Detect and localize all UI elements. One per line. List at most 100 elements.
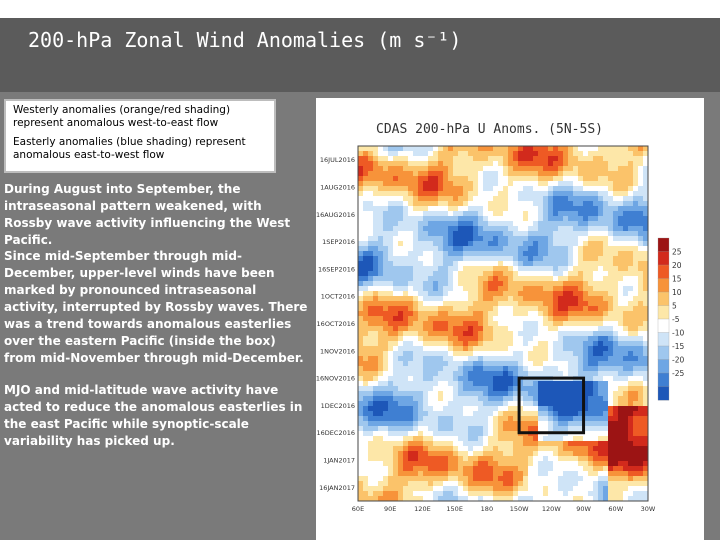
anomaly-cell <box>468 181 474 187</box>
anomaly-cell <box>528 231 534 237</box>
anomaly-cell <box>433 246 439 252</box>
anomaly-cell <box>628 301 634 307</box>
anomaly-cell <box>558 316 564 322</box>
anomaly-cell <box>388 486 394 492</box>
anomaly-cell <box>463 161 469 167</box>
anomaly-cell <box>428 256 434 262</box>
anomaly-cell <box>618 181 624 187</box>
anomaly-cell <box>458 416 464 422</box>
anomaly-cell <box>618 371 624 377</box>
anomaly-cell <box>563 366 569 372</box>
anomaly-cell <box>593 256 599 262</box>
anomaly-cell <box>418 246 424 252</box>
anomaly-cell <box>443 151 449 157</box>
anomaly-cell <box>423 326 429 332</box>
anomaly-cell <box>368 306 374 312</box>
anomaly-cell <box>578 446 584 452</box>
anomaly-cell <box>553 401 559 407</box>
anomaly-cell <box>413 146 419 152</box>
anomaly-cell <box>453 266 459 272</box>
anomaly-cell <box>453 311 459 317</box>
anomaly-cell <box>368 246 374 252</box>
y-tick-label: 16SEP2016 <box>318 265 355 273</box>
anomaly-cell <box>528 371 534 377</box>
anomaly-cell <box>563 251 569 257</box>
anomaly-cell <box>548 331 554 337</box>
anomaly-cell <box>533 226 539 232</box>
anomaly-cell <box>433 446 439 452</box>
anomaly-cell <box>408 301 414 307</box>
anomaly-cell <box>618 416 624 422</box>
anomaly-cell <box>413 386 419 392</box>
anomaly-cell <box>368 176 374 182</box>
anomaly-cell <box>533 286 539 292</box>
anomaly-cell <box>528 451 534 457</box>
anomaly-cell <box>408 441 414 447</box>
anomaly-cell <box>513 161 519 167</box>
anomaly-cell <box>523 366 529 372</box>
anomaly-cell <box>598 156 604 162</box>
anomaly-cell <box>578 396 584 402</box>
anomaly-cell <box>563 291 569 297</box>
anomaly-cell <box>583 241 589 247</box>
anomaly-cell <box>383 486 389 492</box>
anomaly-cell <box>463 356 469 362</box>
anomaly-cell <box>543 246 549 252</box>
anomaly-cell <box>573 381 579 387</box>
anomaly-cell <box>488 411 494 417</box>
anomaly-cell <box>598 151 604 157</box>
anomaly-cell <box>558 186 564 192</box>
anomaly-cell <box>558 321 564 327</box>
anomaly-cell <box>483 311 489 317</box>
anomaly-cell <box>483 181 489 187</box>
anomaly-cell <box>578 351 584 357</box>
colorbar-swatch <box>657 318 670 333</box>
anomaly-cell <box>423 211 429 217</box>
anomaly-cell <box>358 181 364 187</box>
anomaly-cell <box>358 271 364 277</box>
anomaly-cell <box>563 171 569 177</box>
anomaly-cell <box>393 301 399 307</box>
anomaly-cell <box>588 206 594 212</box>
anomaly-cell <box>373 406 379 412</box>
anomaly-cell <box>373 421 379 427</box>
anomaly-cell <box>568 416 574 422</box>
anomaly-cell <box>358 236 364 242</box>
anomaly-cell <box>613 431 619 437</box>
anomaly-cell <box>463 246 469 252</box>
anomaly-cell <box>573 316 579 322</box>
anomaly-cell <box>493 156 499 162</box>
anomaly-cell <box>378 251 384 257</box>
anomaly-cell <box>603 311 609 317</box>
anomaly-cell <box>563 371 569 377</box>
anomaly-cell <box>573 356 579 362</box>
anomaly-cell <box>583 351 589 357</box>
anomaly-cell <box>448 366 454 372</box>
anomaly-cell <box>613 336 619 342</box>
anomaly-cell <box>628 376 634 382</box>
anomaly-cell <box>593 296 599 302</box>
anomaly-cell <box>628 366 634 372</box>
anomaly-cell <box>468 311 474 317</box>
anomaly-cell <box>438 376 444 382</box>
anomaly-cell <box>548 311 554 317</box>
anomaly-cell <box>473 231 479 237</box>
anomaly-cell <box>538 276 544 282</box>
anomaly-cell <box>368 446 374 452</box>
anomaly-cell <box>608 236 614 242</box>
anomaly-cell <box>633 411 639 417</box>
anomaly-cell <box>598 266 604 272</box>
anomaly-cell <box>398 406 404 412</box>
anomaly-cell <box>588 386 594 392</box>
anomaly-cell <box>588 491 594 497</box>
anomaly-cell <box>488 426 494 432</box>
anomaly-cell <box>493 301 499 307</box>
anomaly-cell <box>478 411 484 417</box>
anomaly-cell <box>538 256 544 262</box>
anomaly-cell <box>643 251 649 257</box>
anomaly-cell <box>518 396 524 402</box>
anomaly-cell <box>543 206 549 212</box>
anomaly-cell <box>428 386 434 392</box>
anomaly-cell <box>368 211 374 217</box>
anomaly-cell <box>503 321 509 327</box>
